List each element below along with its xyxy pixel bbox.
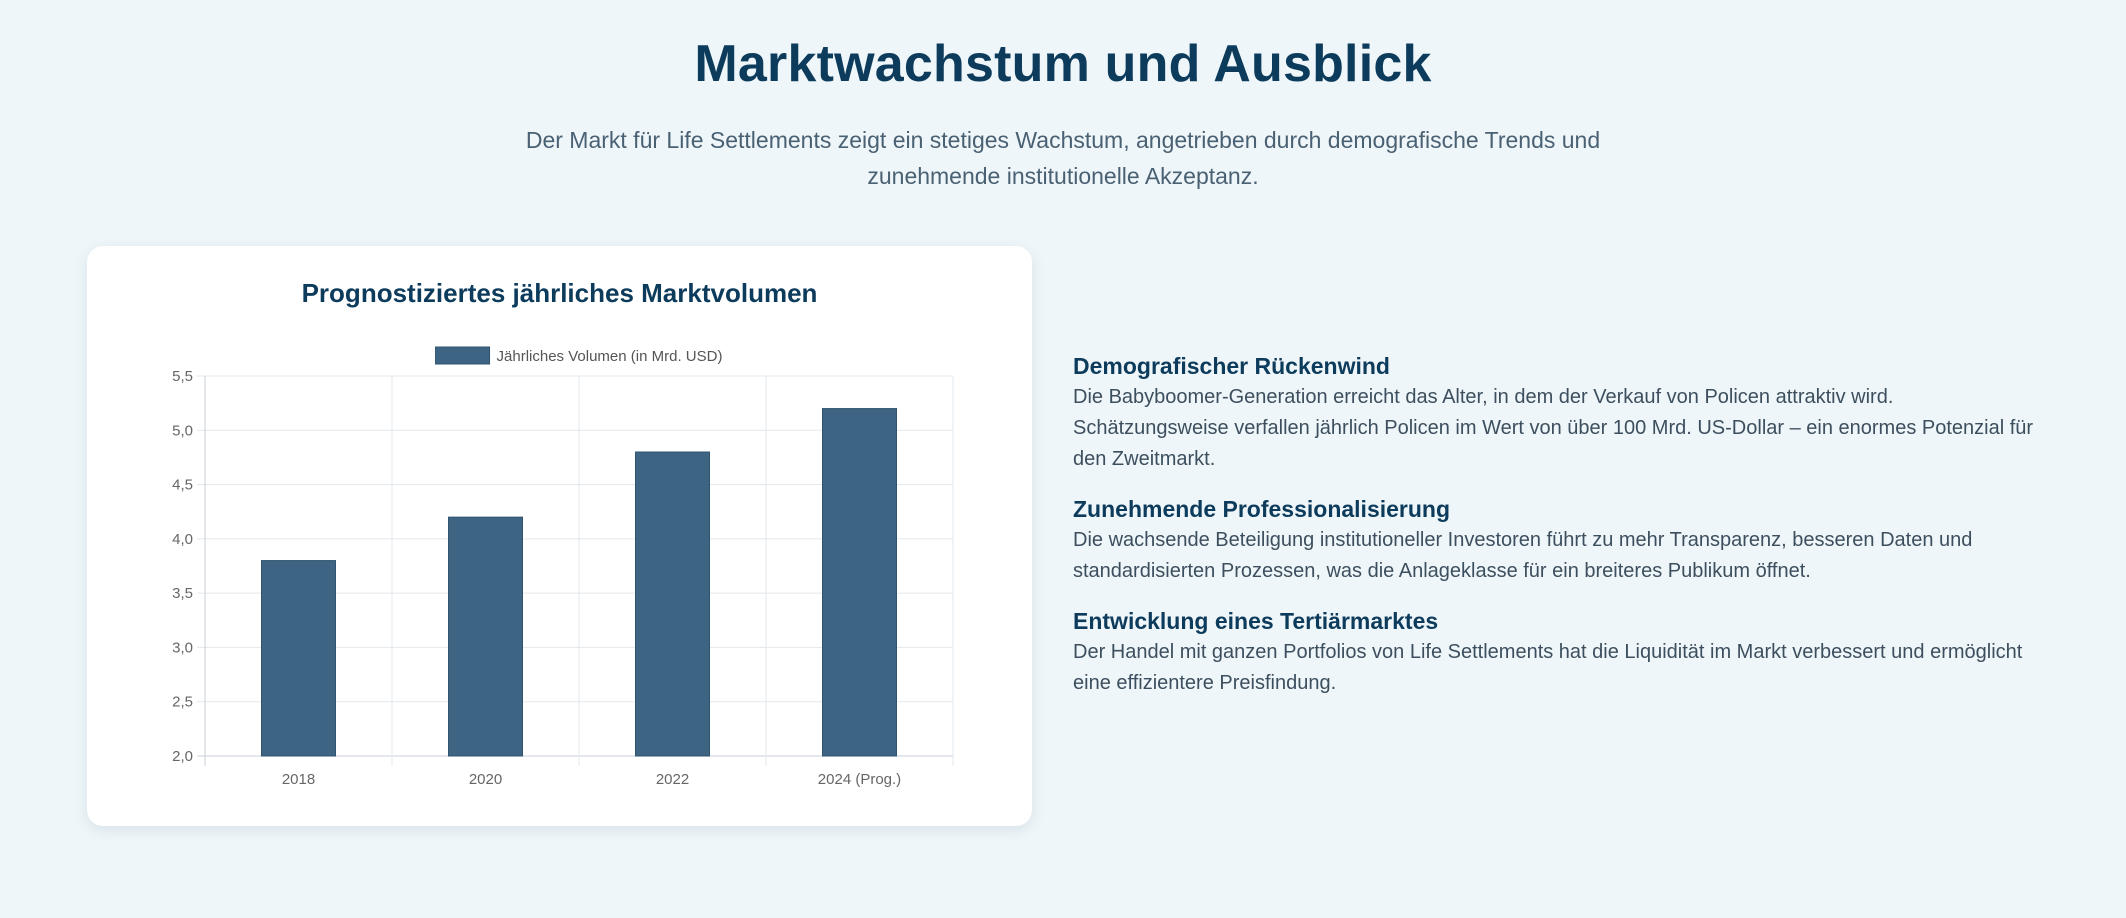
y-tick-label: 3,5 bbox=[172, 585, 193, 602]
y-tick-label: 3,0 bbox=[172, 639, 193, 656]
chart-title: Prognostiziertes jährliches Marktvolumen bbox=[301, 278, 818, 308]
x-tick-label: 2020 bbox=[469, 771, 502, 788]
legend: Jährliches Volumen (in Mrd. USD) bbox=[435, 346, 723, 365]
fact-item: Entwicklung eines Tertiärmarktes Der Han… bbox=[1073, 605, 2053, 699]
x-tick-label: 2018 bbox=[282, 771, 315, 788]
x-tick-label: 2024 (Prog.) bbox=[818, 771, 901, 788]
fact-title: Entwicklung eines Tertiärmarktes bbox=[1073, 608, 1439, 634]
y-tick-label: 5,0 bbox=[172, 422, 193, 439]
fact-item: Demografischer Rückenwind Die Babyboomer… bbox=[1073, 350, 2053, 475]
fact-title: Zunehmende Professionalisierung bbox=[1073, 496, 1451, 522]
fact-text: Die wachsende Beteiligung institutionell… bbox=[1073, 529, 1973, 582]
bar-chart: 2,0 2,5 3,0 3,5 4,0 4,5 5,0 5,5 2018 2020 2022 2024… bbox=[172, 346, 954, 788]
bar bbox=[448, 516, 523, 757]
facts-list: Demografischer Rückenwind Die Babyboomer… bbox=[1073, 350, 2053, 717]
fact-text: Die Babyboomer-Generation erreicht das A… bbox=[1073, 386, 2034, 470]
fact-title: Demografischer Rückenwind bbox=[1073, 353, 1390, 379]
page-title: Marktwachstum und Ausblick bbox=[694, 35, 1432, 93]
y-tick-label: 4,0 bbox=[172, 531, 193, 548]
y-tick-label: 2,0 bbox=[172, 748, 193, 765]
fact-text: Der Handel mit ganzen Portfolios von Lif… bbox=[1073, 641, 2023, 694]
bar bbox=[261, 560, 336, 757]
chart-card: Prognostiziertes jährliches Marktvolumen… bbox=[87, 246, 1032, 826]
intro-text: Der Markt für Life Settlements zeigt ein… bbox=[525, 127, 1601, 189]
fact-item: Zunehmende Professionalisierung Die wach… bbox=[1073, 493, 2053, 587]
y-tick-label: 2,5 bbox=[172, 694, 193, 711]
bar bbox=[635, 451, 710, 757]
x-tick-label: 2022 bbox=[656, 771, 689, 788]
legend-swatch bbox=[435, 346, 491, 365]
y-tick-label: 4,5 bbox=[172, 477, 193, 494]
legend-label: Jährliches Volumen (in Mrd. USD) bbox=[497, 348, 723, 365]
y-tick-label: 5,5 bbox=[172, 368, 193, 385]
bar bbox=[822, 408, 897, 757]
